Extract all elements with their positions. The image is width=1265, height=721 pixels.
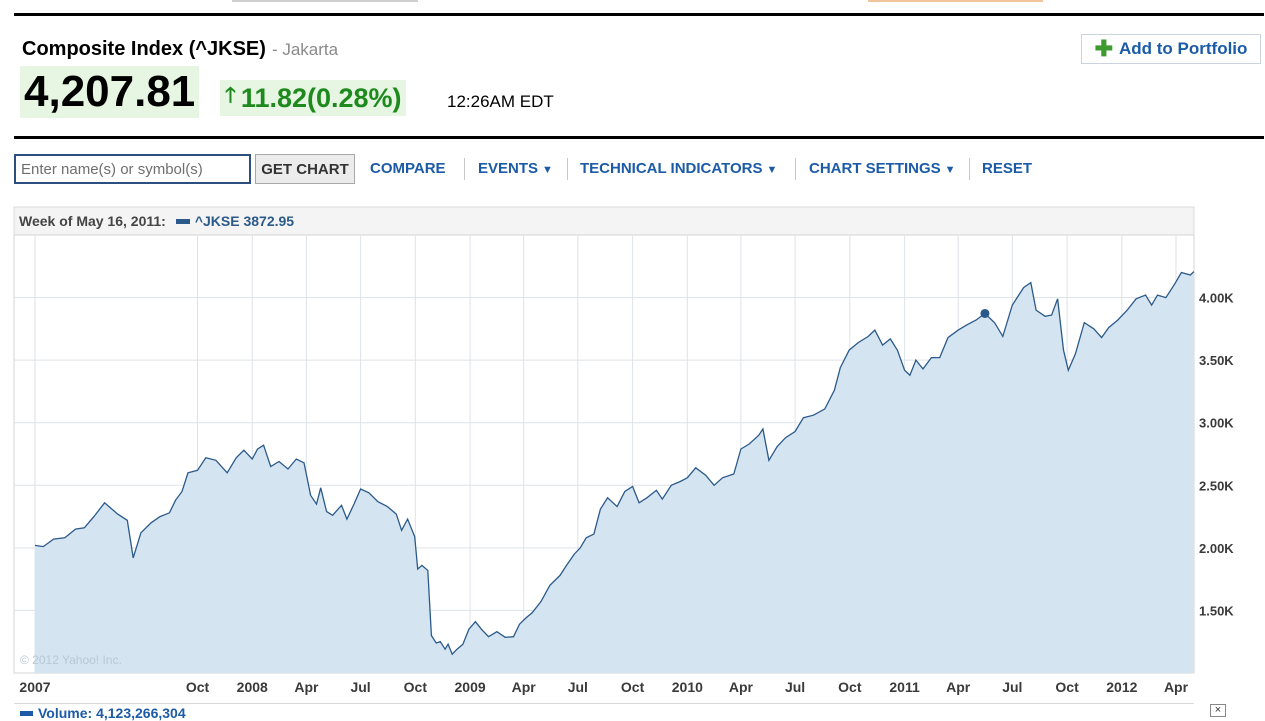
volume-panel: Volume: 4,123,266,304 — [14, 703, 1194, 721]
get-chart-button[interactable]: GET CHART — [255, 154, 355, 184]
header-divider — [14, 136, 1264, 139]
quote-time: 12:26AM EDT — [447, 92, 554, 111]
copyright-text: © 2012 Yahoo! Inc. — [20, 653, 122, 667]
y-tick-label: 2.50K — [1199, 478, 1234, 493]
add-to-portfolio-label: Add to Portfolio — [1119, 39, 1248, 58]
price-area-fill — [35, 271, 1194, 673]
series-swatch — [175, 218, 190, 224]
x-tick-label: Apr — [512, 679, 537, 695]
toolbar-separator — [567, 158, 568, 180]
x-tick-label: Jul — [1002, 679, 1022, 695]
x-axis: 2007 Oct 2008 Apr Jul Oct 2009 Apr Jul Oct 2010 Apr… — [19, 679, 1188, 695]
symbol-search-input[interactable] — [14, 154, 251, 184]
technical-indicators-label: TECHNICAL INDICATORS — [580, 160, 763, 177]
x-tick-label: Oct — [621, 679, 645, 695]
add-to-portfolio-button[interactable]: ✚ Add to Portfolio — [1081, 34, 1261, 64]
chart-toolbar: GET CHART COMPARE EVENTS▼ TECHNICAL INDI… — [14, 154, 1114, 184]
y-tick-label: 3.00K — [1199, 416, 1234, 431]
compare-link[interactable]: COMPARE — [370, 160, 446, 177]
top-stub-left — [232, 0, 418, 2]
caret-down-icon: ▼ — [944, 164, 956, 176]
caret-down-icon: ▼ — [542, 164, 553, 176]
x-tick-label: Oct — [186, 679, 210, 695]
up-arrow-icon: 🡑 — [225, 83, 236, 107]
x-tick-label: Apr — [1164, 679, 1189, 695]
x-tick-label: 2012 — [1106, 679, 1137, 695]
x-tick-label: Jul — [785, 679, 805, 695]
top-divider — [14, 13, 1264, 16]
plus-icon: ✚ — [1094, 36, 1113, 61]
x-tick-label: Jul — [568, 679, 588, 695]
quote-name: Composite Index (^JKSE) — [22, 38, 266, 60]
hover-value: ^JKSE 3872.95 — [194, 213, 295, 229]
x-tick-label: Oct — [404, 679, 428, 695]
events-menu[interactable]: EVENTS ▼ — [478, 154, 553, 184]
x-tick-label: Apr — [946, 679, 971, 695]
volume-swatch — [20, 710, 33, 716]
price-line — [34, 271, 1195, 656]
caret-down-icon: ▼ — [766, 164, 778, 176]
y-tick-label: 3.50K — [1199, 353, 1234, 368]
toolbar-separator — [969, 158, 970, 180]
quote-title-row: Composite Index (^JKSE) - Jakarta — [22, 38, 338, 61]
hover-info: Week of May 16, 2011: ^JKSE 3872.95 — [19, 213, 294, 229]
toolbar-separator — [464, 158, 465, 180]
volume-label-row: Volume: 4,123,266,304 — [20, 705, 186, 721]
x-tick-label: 2008 — [237, 679, 268, 695]
hover-date: Week of May 16, 2011: — [19, 213, 166, 229]
x-tick-label: 2010 — [672, 679, 703, 695]
volume-label: Volume: 4,123,266,304 — [38, 705, 186, 721]
x-tick-label: Apr — [294, 679, 319, 695]
chart-settings-label: CHART SETTINGS — [809, 160, 941, 177]
price-change: 11.82 — [240, 82, 307, 113]
y-tick-label: 2.00K — [1199, 541, 1234, 556]
y-axis: 1.50K 2.00K 2.50K 3.00K 3.50K 4.00K — [1199, 291, 1234, 619]
x-tick-label: Oct — [838, 679, 862, 695]
x-tick-label: 2007 — [19, 679, 50, 695]
top-stub-right — [868, 0, 1043, 2]
technical-indicators-menu[interactable]: TECHNICAL INDICATORS ▼ — [580, 154, 777, 184]
x-tick-label: 2011 — [889, 679, 920, 695]
close-volume-button[interactable]: × — [1210, 704, 1226, 717]
x-tick-label: 2009 — [455, 679, 486, 695]
x-tick-label: Oct — [1055, 679, 1079, 695]
quote-exchange: - Jakarta — [271, 40, 339, 59]
chart-settings-menu[interactable]: CHART SETTINGS ▼ — [809, 154, 956, 184]
y-tick-label: 1.50K — [1199, 603, 1234, 618]
toolbar-separator — [795, 158, 796, 180]
reset-link[interactable]: RESET — [982, 160, 1033, 177]
last-price: 4,207.81 — [20, 66, 200, 118]
price-change-percent: (0.28%) — [307, 82, 402, 113]
hover-point — [980, 308, 990, 318]
x-tick-label: Apr — [729, 679, 754, 695]
y-tick-label: 4.00K — [1199, 291, 1234, 306]
x-tick-label: Jul — [350, 679, 370, 695]
events-label: EVENTS — [478, 160, 539, 177]
price-change-box: 🡑 11.82 (0.28%) — [220, 80, 406, 116]
